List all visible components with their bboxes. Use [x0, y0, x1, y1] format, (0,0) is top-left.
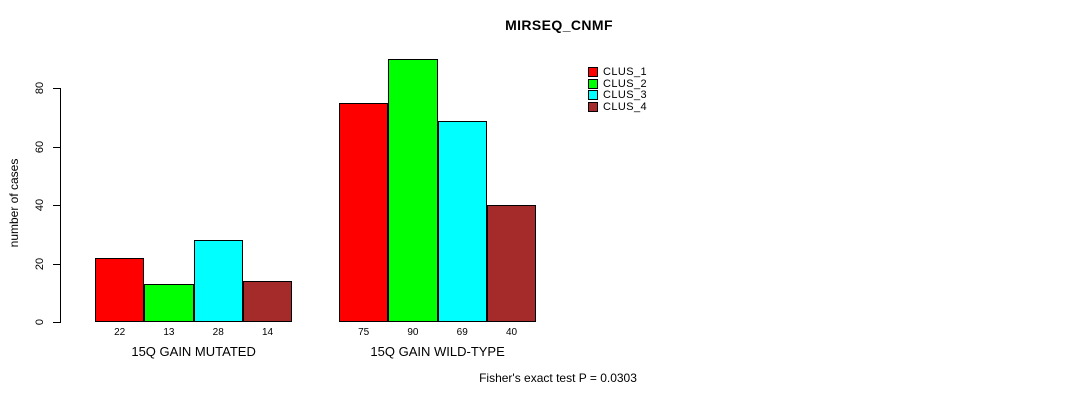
- group-label: 15Q GAIN WILD-TYPE: [370, 344, 505, 359]
- legend-item: CLUS_3: [588, 89, 647, 101]
- y-tick: [53, 88, 60, 90]
- y-tick: [53, 205, 60, 207]
- bar-value-label: 13: [163, 327, 175, 338]
- bar-clus_1-group-1: [95, 258, 145, 322]
- y-axis-title: number of cases: [7, 158, 21, 248]
- y-axis-line: [60, 88, 61, 323]
- y-tick-label: 80: [34, 82, 46, 95]
- bar-clus_1-group-2: [339, 103, 389, 322]
- legend-swatch-clus-1: [588, 67, 598, 77]
- y-tick-label: 20: [34, 257, 46, 270]
- legend-label: CLUS_2: [603, 77, 647, 90]
- bar-value-label: 40: [505, 327, 518, 338]
- bar-clus_3-group-1: [193, 240, 243, 322]
- y-tick: [53, 263, 60, 265]
- legend-swatch-clus-3: [588, 90, 598, 100]
- legend-item: CLUS_2: [588, 77, 647, 90]
- y-tick: [53, 146, 60, 148]
- bar-value-label: 22: [114, 327, 126, 338]
- y-tick-label: 40: [34, 199, 46, 212]
- y-tick-label: 0: [34, 318, 46, 326]
- bar-clus_3-group-2: [437, 121, 487, 322]
- bar-clus_4-group-1: [242, 281, 293, 322]
- bar-clus_2-group-2: [388, 59, 438, 322]
- group-label: 15Q GAIN MUTATED: [131, 344, 256, 359]
- fisher-test-annotation: Fisher's exact test P = 0.0303: [479, 371, 637, 385]
- legend-label: CLUS_4: [603, 100, 647, 113]
- chart-title: MIRSEQ_CNMF: [505, 17, 613, 33]
- legend-swatch-clus-2: [588, 78, 598, 89]
- legend-item: CLUS_1: [588, 66, 647, 78]
- legend: CLUS_1 CLUS_2 CLUS_3 CLUS_4: [588, 66, 647, 113]
- bar-value-label: 90: [407, 327, 419, 338]
- legend-label: CLUS_1: [603, 66, 647, 78]
- bar-clus_4-group-2: [486, 205, 537, 322]
- bar-value-label: 28: [212, 327, 224, 338]
- legend-swatch-clus-4: [588, 101, 598, 112]
- bar-value-label: 14: [261, 327, 274, 338]
- bar-value-label: 75: [358, 327, 370, 338]
- bar-clus_2-group-1: [144, 284, 194, 322]
- legend-item: CLUS_4: [588, 100, 647, 113]
- y-tick: [53, 322, 60, 323]
- bar-value-label: 69: [456, 327, 468, 338]
- y-tick-label: 60: [34, 140, 46, 153]
- legend-label: CLUS_3: [603, 89, 647, 101]
